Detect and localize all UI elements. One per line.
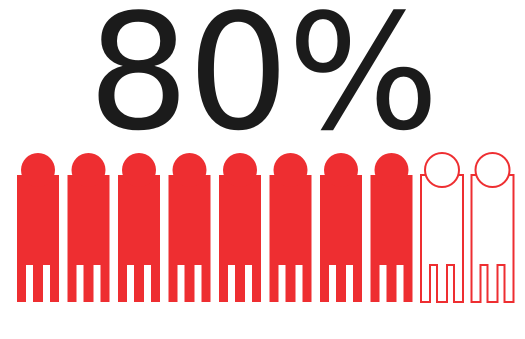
person-head	[122, 153, 156, 187]
person-icon-filled	[67, 153, 110, 302]
person-icon-filled	[168, 153, 211, 302]
pictogram-svg	[17, 152, 515, 303]
person-head	[474, 152, 511, 188]
person-head	[172, 153, 207, 187]
person-body	[370, 175, 413, 302]
person-body	[168, 175, 211, 302]
person-icon-filled	[118, 153, 160, 302]
person-pictogram-row	[17, 152, 517, 303]
person-body	[219, 175, 261, 302]
person-head	[223, 153, 257, 187]
person-icon-filled	[370, 153, 413, 302]
person-icon-empty	[470, 152, 515, 303]
person-icon-filled	[219, 153, 261, 302]
person-body	[320, 175, 362, 302]
person-body	[17, 175, 59, 302]
person-head	[273, 153, 308, 187]
person-head	[324, 153, 358, 187]
person-icon-filled	[17, 153, 59, 302]
person-body	[470, 174, 515, 303]
person-body	[420, 174, 464, 303]
person-icon-empty	[420, 152, 464, 303]
percentage-headline: 80%	[87, 0, 440, 166]
person-body	[67, 175, 110, 302]
person-icon-filled	[269, 153, 312, 302]
person-icon-filled	[320, 153, 362, 302]
person-body	[118, 175, 160, 302]
person-head	[424, 152, 460, 188]
person-body	[269, 175, 312, 302]
person-head	[71, 153, 106, 187]
person-head	[374, 153, 409, 187]
person-head	[21, 153, 55, 187]
